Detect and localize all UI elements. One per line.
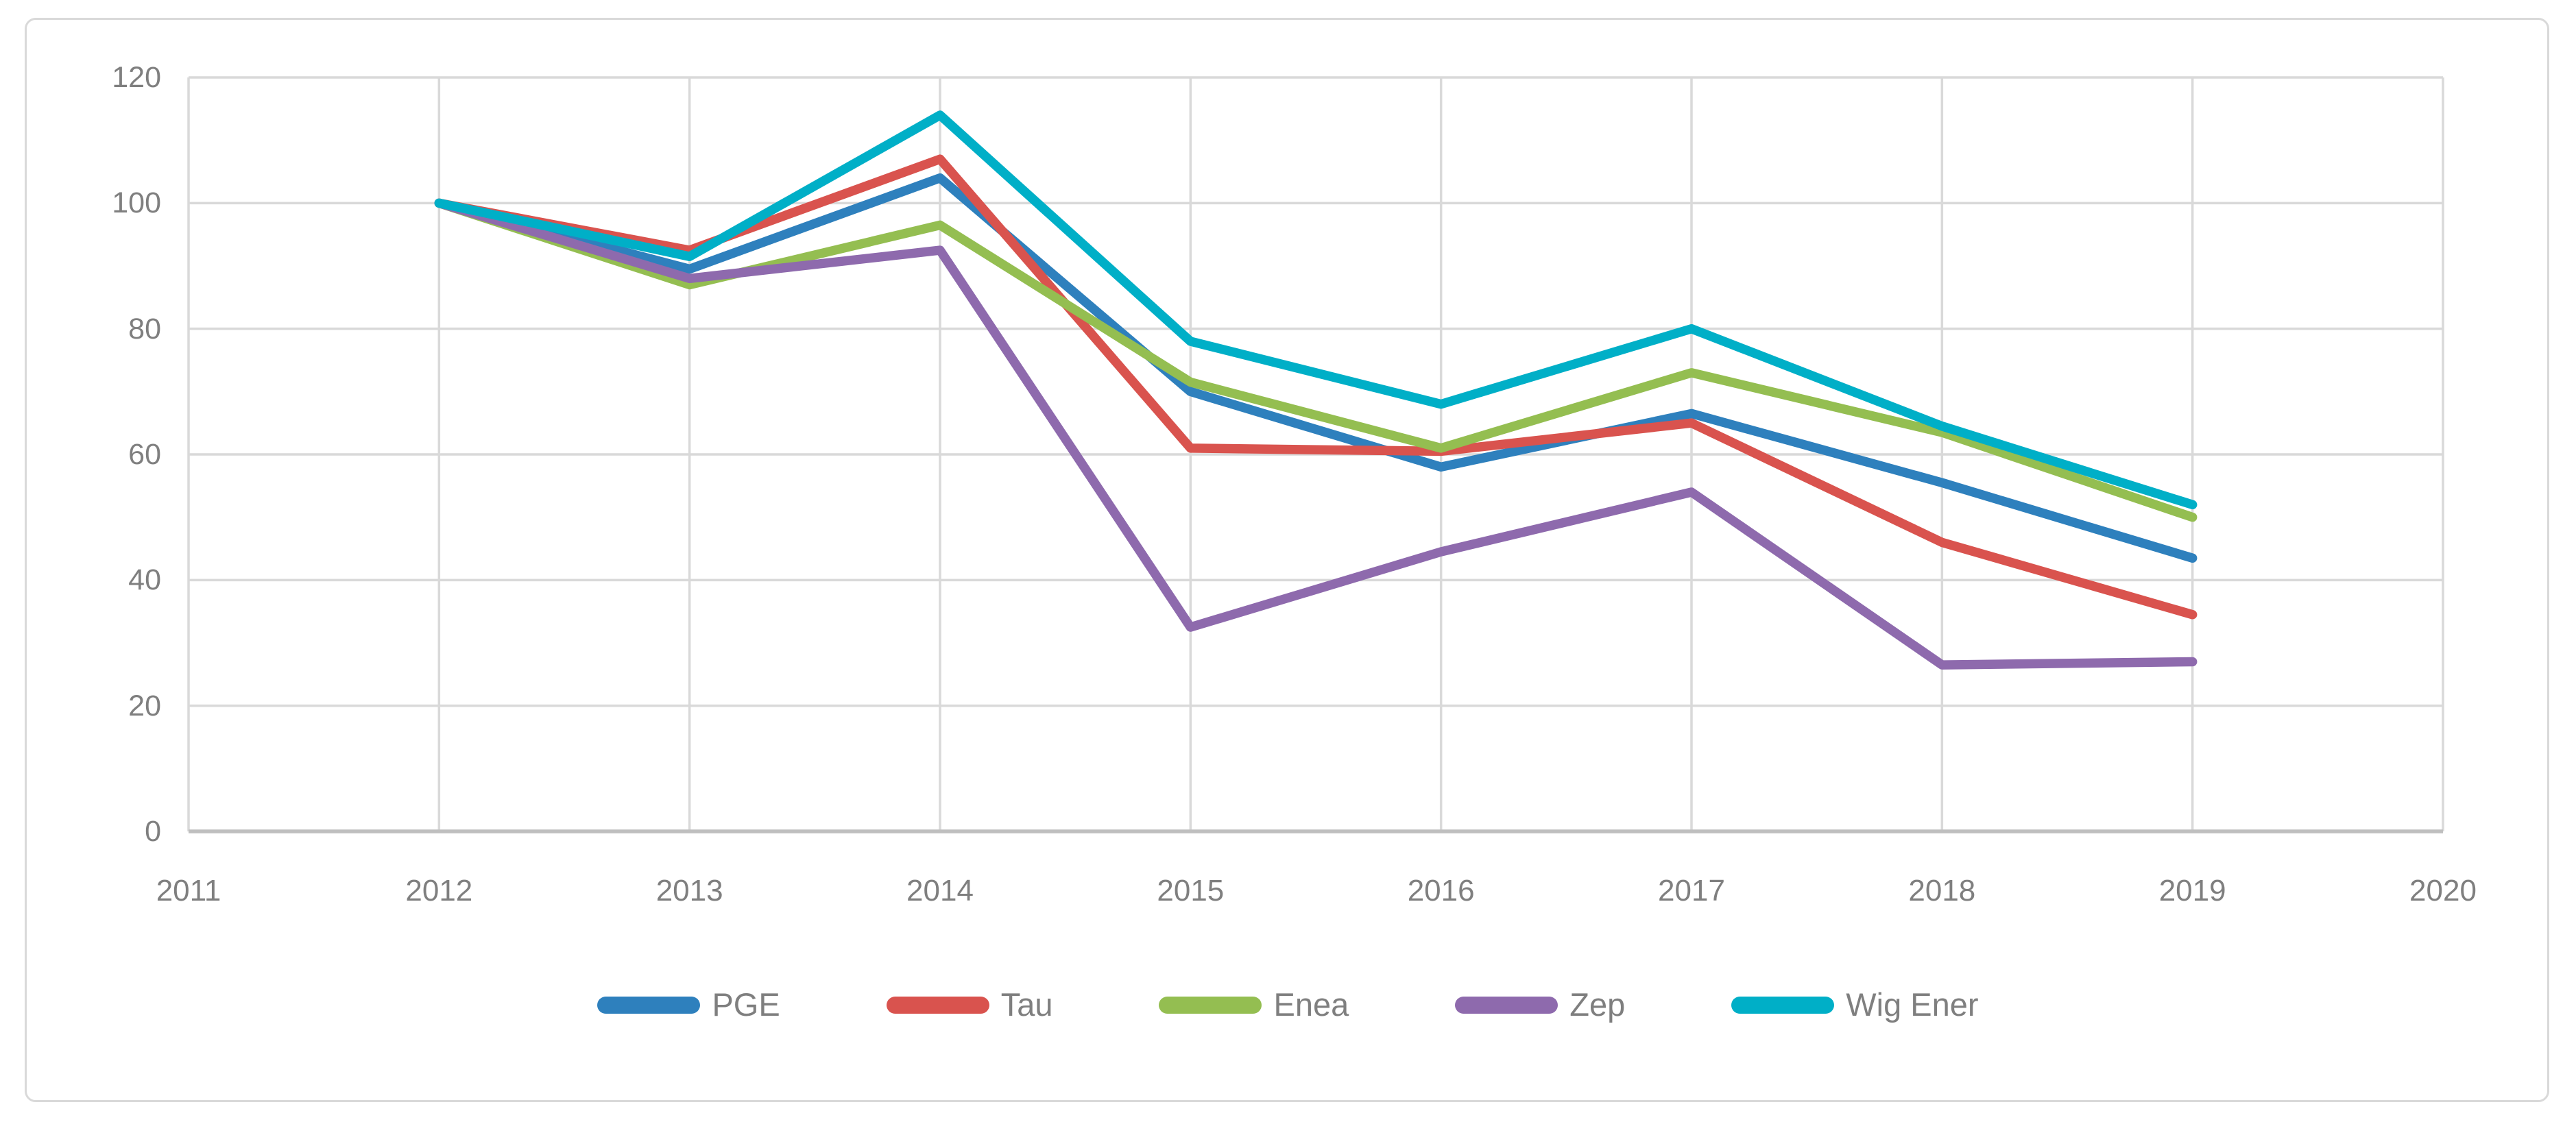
gridlines	[187, 76, 2444, 833]
series-line-wig-ener	[434, 110, 2198, 510]
legend-swatch-pge	[597, 996, 701, 1014]
legend-item-enea: Enea	[1159, 984, 1349, 1025]
x-tick-label-2016: 2016	[1407, 874, 1475, 907]
x-tick-label-2020: 2020	[2409, 874, 2477, 907]
x-tick-label-2013: 2013	[655, 874, 723, 907]
legend-label-pge: PGE	[712, 986, 780, 1023]
y-tick-label-80: 80	[128, 312, 161, 345]
legend-swatch-tau	[886, 996, 989, 1014]
x-tick-label-2019: 2019	[2158, 874, 2226, 907]
legend-swatch-zep	[1455, 996, 1558, 1014]
legend-item-tau: Tau	[886, 984, 1053, 1025]
y-tick-label-20: 20	[128, 689, 161, 722]
x-tick-label-2011: 2011	[156, 874, 221, 907]
legend-item-wig-ener: Wig Ener	[1731, 984, 1979, 1025]
series-line-pge	[434, 173, 2198, 563]
legend-label-tau: Tau	[1000, 986, 1053, 1023]
figure-frame	[25, 18, 2549, 1102]
legend-label-wig-ener: Wig Ener	[1846, 986, 1979, 1023]
x-tick-label-2014: 2014	[906, 874, 974, 907]
legend: PGE Tau Enea Zep Wig Ener	[0, 984, 2576, 1025]
series-line-zep	[434, 198, 2198, 670]
y-tick-label-100: 100	[112, 186, 161, 220]
x-tick-label-2015: 2015	[1157, 874, 1225, 907]
x-tick-label-2012: 2012	[405, 874, 473, 907]
y-tick-label-0: 0	[145, 815, 161, 848]
series-lines	[434, 110, 2198, 670]
y-tick-label-40: 40	[128, 563, 161, 597]
y-tick-label-120: 120	[112, 61, 161, 94]
legend-swatch-enea	[1159, 996, 1262, 1014]
x-tick-label-2017: 2017	[1658, 874, 1725, 907]
legend-label-zep: Zep	[1569, 986, 1626, 1023]
legend-item-zep: Zep	[1455, 984, 1625, 1025]
legend-label-enea: Enea	[1273, 986, 1349, 1023]
legend-swatch-wig-ener	[1731, 996, 1835, 1014]
x-tick-label-2018: 2018	[1908, 874, 1976, 907]
legend-item-pge: PGE	[597, 984, 780, 1025]
y-tick-label-60: 60	[128, 438, 161, 471]
series-line-tau	[434, 154, 2198, 620]
